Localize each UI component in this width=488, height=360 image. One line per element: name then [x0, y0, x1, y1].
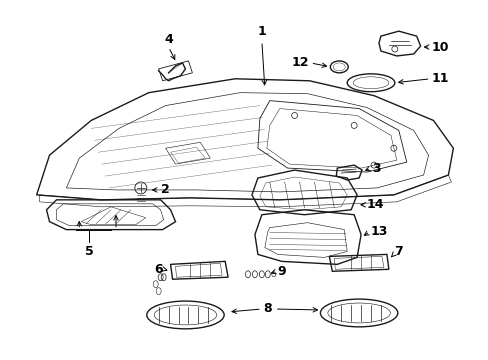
- Text: 5: 5: [84, 245, 93, 258]
- Text: 2: 2: [161, 184, 169, 197]
- Text: 14: 14: [366, 198, 384, 211]
- Text: 6: 6: [154, 263, 163, 276]
- Text: 12: 12: [291, 57, 309, 69]
- Text: 4: 4: [164, 33, 173, 46]
- Text: 3: 3: [371, 162, 380, 175]
- Text: 7: 7: [393, 245, 402, 258]
- Text: 10: 10: [431, 41, 448, 54]
- Text: 8: 8: [263, 302, 272, 315]
- Text: 13: 13: [370, 225, 387, 238]
- Text: 9: 9: [277, 265, 286, 278]
- Text: 1: 1: [257, 24, 265, 38]
- Text: 11: 11: [431, 72, 448, 85]
